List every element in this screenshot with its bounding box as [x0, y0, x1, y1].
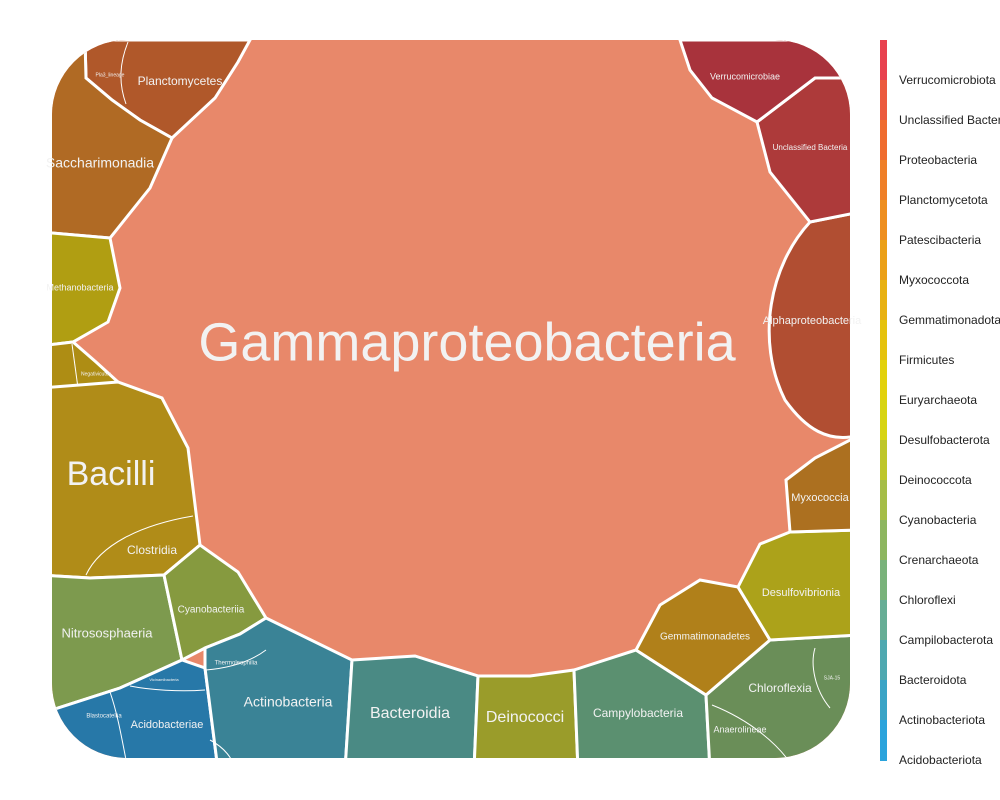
cell-anaerolineae-border [711, 704, 796, 758]
cell-methanobacteria [52, 230, 122, 348]
label-gammaproteobacteria: Gammaproteobacteria [198, 312, 736, 372]
cell-alphaproteobacteria [767, 210, 850, 440]
label-cyanobacteriia: Cyanobacteriia [178, 605, 245, 616]
legend-label: Actinobacteriota [899, 713, 985, 727]
label-clostridia: Clostridia [127, 543, 177, 557]
treemap-cells [52, 40, 850, 758]
legend-swatch [880, 560, 887, 601]
label-chloroflexia: Chloroflexia [748, 681, 812, 695]
cell-sja15-border [812, 647, 831, 709]
cell-desulfovibrionia [736, 528, 850, 642]
legend-label: Euryarchaeota [899, 393, 977, 407]
legend-label: Planctomycetota [899, 193, 988, 207]
legend-label: Acidobacteriota [899, 753, 982, 767]
legend-label: Campilobacterota [899, 633, 993, 647]
legend-label: Proteobacteria [899, 153, 977, 167]
label-bacteroidia: Bacteroidia [370, 705, 450, 722]
label-pla3-lineage: Pla3_lineage [96, 72, 125, 78]
legend-label: Cyanobacteria [899, 513, 977, 527]
legend: Verrucomicrobiota Unclassified Bacteria Pr… [880, 40, 1000, 767]
label-verrucomicrobiae: Verrucomicrobiae [710, 71, 780, 81]
label-anaerolineae: Anaerolineae [713, 724, 766, 734]
legend-swatch [880, 320, 887, 361]
legend-swatch [880, 640, 887, 681]
legend-swatch [880, 360, 887, 401]
legend-swatch [880, 720, 887, 761]
legend-swatch [880, 40, 887, 81]
legend-swatch [880, 520, 887, 561]
legend-swatch [880, 600, 887, 641]
cell-labels: Gammaproteobacteria Alphaproteobacteria … [46, 71, 862, 734]
cell-actino-inner-border [209, 739, 237, 758]
cell-myxococcia [784, 432, 850, 534]
cell-thermoleophilia-border [205, 649, 267, 671]
legend-swatch [880, 120, 887, 161]
cell-vicinamibacteria-border [129, 685, 206, 692]
label-gemmatimonadetes: Gemmatimonadetes [660, 632, 750, 643]
label-actinobacteria: Actinobacteria [244, 694, 333, 710]
label-nitrososphaeria: Nitrososphaeria [61, 625, 153, 640]
label-unclassified-bacteria: Unclassified Bacteria [773, 143, 848, 152]
label-alphaproteobacteria: Alphaproteobacteria [763, 315, 862, 327]
legend-label: Verrucomicrobiota [899, 73, 996, 87]
legend-swatch [880, 480, 887, 521]
cell-verrucomicrobiae [677, 40, 850, 124]
legend-label: Deinococcota [899, 473, 972, 487]
legend-label: Firmicutes [899, 353, 954, 367]
legend-label: Gemmatimonadota [899, 313, 1000, 327]
label-acidobacteriae: Acidobacteriae [131, 719, 204, 731]
label-vicinamibacteria: Vicinamibacteria [149, 677, 179, 682]
legend-label: Bacteroidota [899, 673, 967, 687]
label-blastocatellia: Blastocatellia [86, 714, 122, 720]
legend-swatch [880, 160, 887, 201]
legend-swatch [880, 200, 887, 241]
legend-swatch [880, 680, 887, 721]
label-negativicutes: Negativicutes [81, 371, 112, 377]
legend-label: Chloroflexi [899, 593, 956, 607]
label-desulfovibrionia: Desulfovibrionia [762, 587, 841, 599]
legend-label: Myxococcota [899, 273, 969, 287]
cell-clostridia-border [85, 515, 194, 576]
label-thermoleophilia: Thermoleophilia [215, 661, 258, 667]
cell-pla3-lineage-border [120, 41, 129, 105]
legend-label: Patescibacteria [899, 233, 981, 247]
label-planctomycetes: Planctomycetes [138, 74, 223, 88]
legend-label: Desulfobacterota [899, 433, 990, 447]
cell-negativicutes-border [71, 343, 79, 389]
label-campylobacteria: Campylobacteria [593, 706, 683, 720]
label-saccharimonadia: Saccharimonadia [46, 155, 154, 171]
legend-swatch [880, 280, 887, 321]
label-sja15: SJA-15 [824, 675, 841, 681]
legend-label: Crenarchaeota [899, 553, 979, 567]
legend-swatch [880, 400, 887, 441]
legend-swatch [880, 80, 887, 121]
label-methanobacteria: Methanobacteria [46, 282, 113, 292]
label-myxococcia: Myxococcia [791, 492, 849, 504]
legend-swatch [880, 240, 887, 281]
cell-blastocatellia-border [109, 691, 129, 758]
label-deinococci: Deinococci [486, 709, 564, 726]
label-bacilli: Bacilli [67, 455, 156, 493]
legend-swatch [880, 440, 887, 481]
legend-label: Unclassified Bacteria [899, 113, 1000, 127]
